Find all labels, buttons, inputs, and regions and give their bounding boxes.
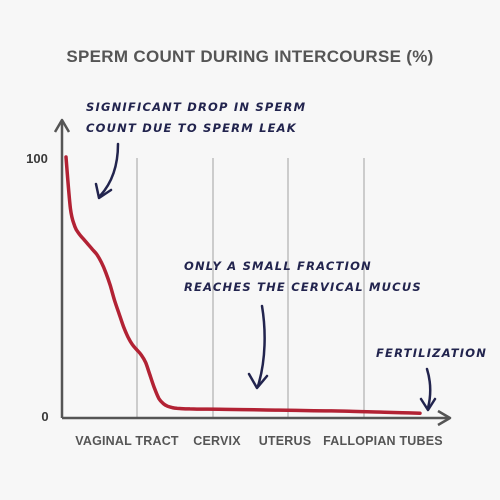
x-axis-arrow (437, 409, 452, 427)
annotation-sperm-leak-line-2: COUNT DUE TO SPERM LEAK (86, 121, 297, 135)
grid-lines (136, 158, 365, 418)
chart-title: SPERM COUNT DURING INTERCOURSE (%) (66, 47, 433, 66)
annotation-cervical-mucus-arrowhead (247, 372, 269, 390)
annotation-fertilization: FERTILIZATION (376, 346, 487, 412)
y-tick-label-100: 100 (26, 151, 48, 166)
annotation-cervical-mucus-line-2: REACHES THE CERVICAL MUCUS (184, 280, 422, 294)
annotation-cervical-mucus: ONLY A SMALL FRACTION REACHES THE CERVIC… (184, 259, 422, 390)
y-axis (53, 118, 71, 418)
annotation-sperm-leak-arrow (98, 142, 120, 198)
annotation-fertilization-arrow (425, 367, 432, 410)
annotation-sperm-leak-arrowhead (94, 182, 113, 200)
annotation-fertilization-arrowhead (419, 397, 437, 412)
x-category-label-fallopian-tubes: FALLOPIAN TUBES (323, 434, 443, 448)
annotation-fertilization-label: FERTILIZATION (376, 346, 487, 360)
annotation-sperm-leak-line-1: SIGNIFICANT DROP IN SPERM (86, 100, 306, 114)
annotation-cervical-mucus-line-1: ONLY A SMALL FRACTION (184, 259, 372, 273)
annotation-cervical-mucus-arrow (256, 304, 266, 388)
y-axis-arrow (53, 118, 71, 133)
series-line-sperm-count (64, 155, 422, 415)
x-category-label-uterus: UTERUS (259, 434, 312, 448)
annotation-sperm-leak: SIGNIFICANT DROP IN SPERM COUNT DUE TO S… (86, 100, 306, 200)
x-category-label-cervix: CERVIX (193, 434, 241, 448)
y-tick-label-0: 0 (41, 409, 48, 424)
x-category-label-vaginal-tract: VAGINAL TRACT (75, 434, 179, 448)
x-axis (62, 409, 452, 427)
